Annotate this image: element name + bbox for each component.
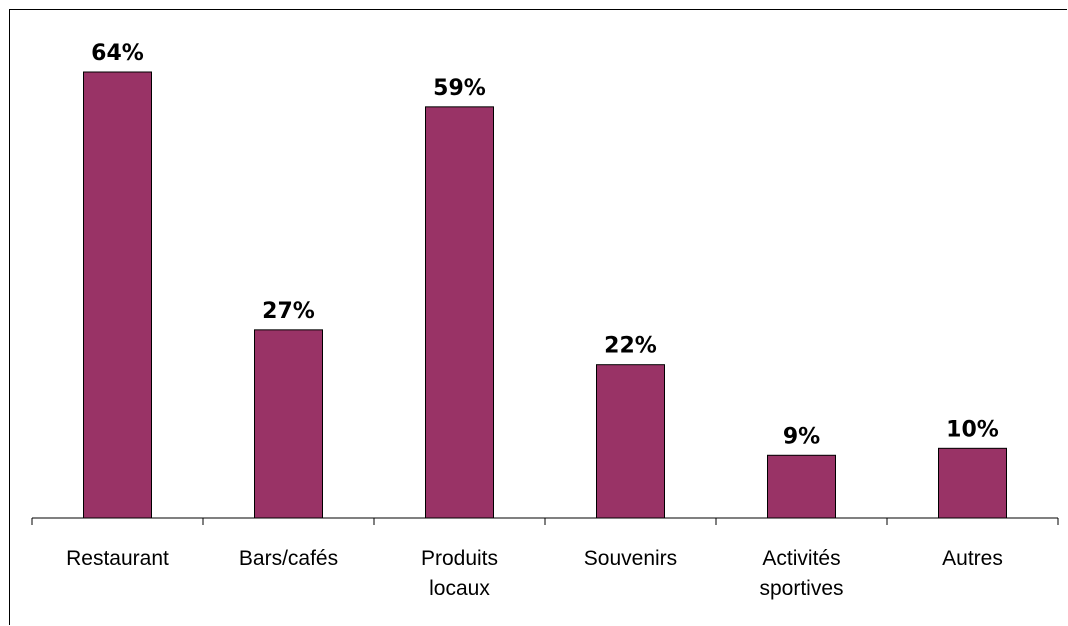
bar bbox=[254, 329, 323, 519]
bar bbox=[596, 364, 665, 519]
bar-value-label: 27% bbox=[262, 299, 315, 324]
category-labels-group: Restaurant Bars/cafés Produits locaux Souven… bbox=[66, 547, 1003, 600]
category-label: Produits bbox=[421, 547, 498, 570]
bar bbox=[425, 106, 494, 519]
category-label: Activités bbox=[762, 547, 840, 570]
category-label: Bars/cafés bbox=[239, 547, 338, 570]
bar bbox=[767, 454, 836, 519]
chart-frame bbox=[9, 9, 1067, 625]
bar-value-label: 22% bbox=[604, 334, 657, 359]
bar-value-label: 10% bbox=[946, 417, 999, 442]
value-labels-group: 64% 27% 59% 22% 9% 10% bbox=[91, 41, 999, 449]
bar bbox=[83, 71, 152, 519]
category-label: Souvenirs bbox=[584, 547, 677, 570]
category-label: sportives bbox=[759, 577, 843, 600]
bars-group bbox=[83, 71, 1007, 519]
bar bbox=[938, 447, 1007, 519]
x-ticks-group bbox=[31, 518, 1059, 525]
category-label: Restaurant bbox=[66, 547, 169, 570]
bar-value-label: 59% bbox=[433, 76, 486, 101]
bar-value-label: 9% bbox=[783, 424, 820, 449]
category-label: locaux bbox=[429, 577, 490, 600]
category-label: Autres bbox=[942, 547, 1003, 570]
bar-value-label: 64% bbox=[91, 41, 144, 66]
